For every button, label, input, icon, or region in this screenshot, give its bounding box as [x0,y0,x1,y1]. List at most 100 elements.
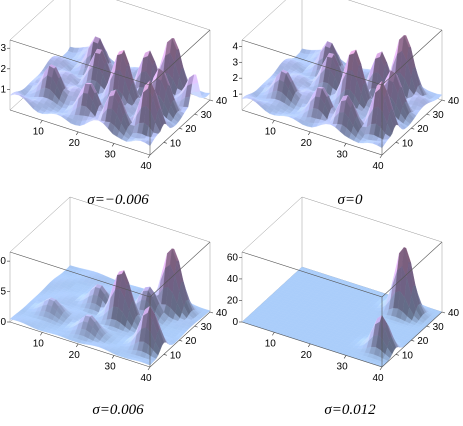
x-tick-mark [147,154,151,159]
z-tick-label: 20 [227,295,239,306]
caption-sigma-0-006: σ=0.006 [92,402,144,418]
x-tick-mark [343,143,347,147]
x-tick-mark [379,154,383,159]
surface-mesh [241,35,443,149]
y-tick-label: 30 [433,110,445,121]
y-tick-mark [395,354,399,356]
surface-mesh [9,248,211,366]
y-tick-label: 30 [433,322,445,333]
y-tick-mark [441,311,446,314]
x-tick-label: 40 [372,161,384,172]
z-tick-label: 1 [0,84,6,95]
x-tick-mark [40,120,43,124]
surface-patch [145,140,153,147]
y-tick-mark [194,113,198,116]
y-tick-mark [426,325,430,328]
x-tick-mark [272,332,275,336]
surface-patch [377,143,385,149]
z-tick-label: 40 [227,274,239,285]
y-tick-mark [209,99,214,102]
x-tick-label: 10 [265,338,277,349]
x-tick-label: 10 [265,126,277,137]
x-tick-label: 20 [301,138,313,149]
y-tick-label: 10 [170,350,182,361]
y-tick-mark [163,142,167,144]
y-tick-mark [194,325,198,328]
x-tick-mark [147,366,151,371]
y-tick-label: 30 [201,322,213,333]
x-tick-mark [75,131,79,136]
box-edge [69,196,211,243]
x-tick-label: 20 [69,350,81,361]
x-tick-label: 10 [33,338,45,349]
x-tick-label: 20 [69,138,81,149]
y-tick-label: 10 [402,350,414,361]
y-tick-label: 40 [448,308,460,319]
box-edge [9,39,151,86]
z-tick-label: 4 [232,41,238,52]
x-tick-mark [343,355,347,359]
box-edge [115,0,211,31]
y-tick-mark [163,354,167,356]
caption-sigma-0-012: σ=0.012 [324,402,376,418]
x-tick-label: 40 [140,161,152,172]
box-edge [9,196,71,253]
surface-mesh [9,36,211,147]
x-tick-label: 40 [140,373,152,384]
surface-panel-sigma-0-006: 10203040102030400510 [0,196,228,384]
caption-sigma-neg-0-006: σ=−0.006 [87,192,149,208]
x-tick-label: 30 [337,149,349,160]
z-tick-label: 0 [232,317,238,328]
y-tick-label: 30 [201,110,213,121]
x-tick-mark [111,355,115,359]
x-tick-label: 30 [337,361,349,372]
x-tick-label: 30 [105,361,117,372]
box-edge [241,39,383,86]
x-tick-label: 40 [372,373,384,384]
box-edge [241,109,383,156]
y-tick-mark [411,339,415,342]
x-tick-mark [40,332,43,336]
y-tick-label: 20 [185,124,197,135]
box-edge [149,29,211,86]
z-tick-label: 0 [0,317,6,328]
x-tick-mark [75,343,79,348]
z-tick-label: 2 [0,64,6,75]
z-tick-label: 3 [232,57,238,68]
y-tick-label: 40 [216,308,228,319]
x-tick-mark [379,366,383,371]
box-edge [381,29,443,86]
box-edge [381,99,443,156]
box-front-edges [9,29,211,156]
y-tick-mark [395,142,399,144]
y-tick-mark [411,127,415,130]
box-edge [301,196,443,243]
box-edge [149,99,211,156]
y-tick-label: 10 [170,138,182,149]
x-tick-mark [272,120,275,124]
box-edge [9,109,151,156]
x-tick-label: 30 [105,149,117,160]
x-tick-label: 10 [33,126,45,137]
y-tick-mark [179,339,183,342]
x-tick-label: 20 [301,350,313,361]
box-edge [347,0,443,31]
y-tick-label: 20 [417,124,429,135]
y-tick-label: 20 [417,336,429,347]
box-edge [9,0,55,41]
caption-sigma-0: σ=0 [337,192,363,208]
z-tick-label: 5 [0,287,6,298]
y-tick-mark [426,113,430,116]
x-tick-mark [307,343,311,348]
z-tick-label: 10 [0,256,6,267]
y-tick-mark [209,311,214,314]
y-tick-label: 40 [448,96,460,107]
y-tick-label: 10 [402,138,414,149]
x-tick-mark [307,131,311,136]
z-tick-label: 1 [232,89,238,100]
z-tick-label: 2 [232,73,238,84]
